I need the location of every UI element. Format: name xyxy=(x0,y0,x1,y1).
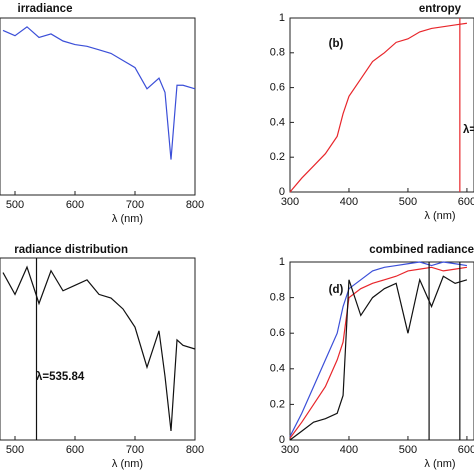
panel-title: combined radiance xyxy=(369,244,474,256)
y-tick-label: 0 xyxy=(279,186,285,198)
y-tick-label: 0.4 xyxy=(270,116,285,128)
data-line xyxy=(289,22,468,193)
data-line xyxy=(289,275,468,441)
x-tick-label: 600 xyxy=(458,444,474,456)
x-tick-label: 400 xyxy=(340,196,358,208)
plot-frame xyxy=(0,17,196,196)
y-tick-label: 0.4 xyxy=(270,363,285,375)
y-tick-label: 0.6 xyxy=(270,82,285,94)
x-tick-label: 400 xyxy=(340,444,358,456)
x-tick-label: 700 xyxy=(126,444,144,456)
data-line xyxy=(289,266,468,439)
panel-title: radiance distribution xyxy=(14,244,128,256)
x-tick-label: 500 xyxy=(399,444,417,456)
x-tick-label: 500 xyxy=(6,199,24,211)
panel-label: (b) xyxy=(329,38,344,50)
annotation: λ=535.84 xyxy=(36,371,85,383)
x-tick-label: 500 xyxy=(399,196,417,208)
y-tick-label: 0.2 xyxy=(270,398,285,410)
x-tick-label: 600 xyxy=(66,199,84,211)
x-tick-label: 800 xyxy=(186,444,204,456)
x-tick-label: 500 xyxy=(6,444,24,456)
y-tick-label: 0.2 xyxy=(270,151,285,163)
x-axis-label: λ (nm) xyxy=(112,458,143,470)
data-line xyxy=(2,265,196,431)
y-tick-label: 1 xyxy=(279,256,285,268)
x-tick-label: 800 xyxy=(186,199,204,211)
y-tick-label: 0 xyxy=(279,434,285,446)
y-tick-label: 0.8 xyxy=(270,292,285,304)
data-line xyxy=(289,261,468,437)
panel-title: irradiance xyxy=(18,3,73,15)
y-tick-label: 1 xyxy=(279,12,285,24)
plot-frame xyxy=(0,257,196,441)
y-tick-label: 0.6 xyxy=(270,327,285,339)
plot-frame xyxy=(289,261,474,441)
x-tick-label: 600 xyxy=(458,196,474,208)
annotation: λ= xyxy=(463,124,474,136)
panel-label: (d) xyxy=(329,284,344,296)
x-tick-label: 300 xyxy=(281,444,299,456)
panel-title: entropy xyxy=(419,3,462,15)
x-tick-label: 600 xyxy=(66,444,84,456)
x-axis-label: λ (nm) xyxy=(424,458,455,470)
data-line xyxy=(2,26,196,160)
x-tick-label: 700 xyxy=(126,199,144,211)
plot-frame xyxy=(289,17,474,193)
x-axis-label: λ (nm) xyxy=(424,210,455,222)
x-tick-label: 300 xyxy=(281,196,299,208)
x-axis-label: λ (nm) xyxy=(112,213,143,225)
y-tick-label: 0.8 xyxy=(270,47,285,59)
